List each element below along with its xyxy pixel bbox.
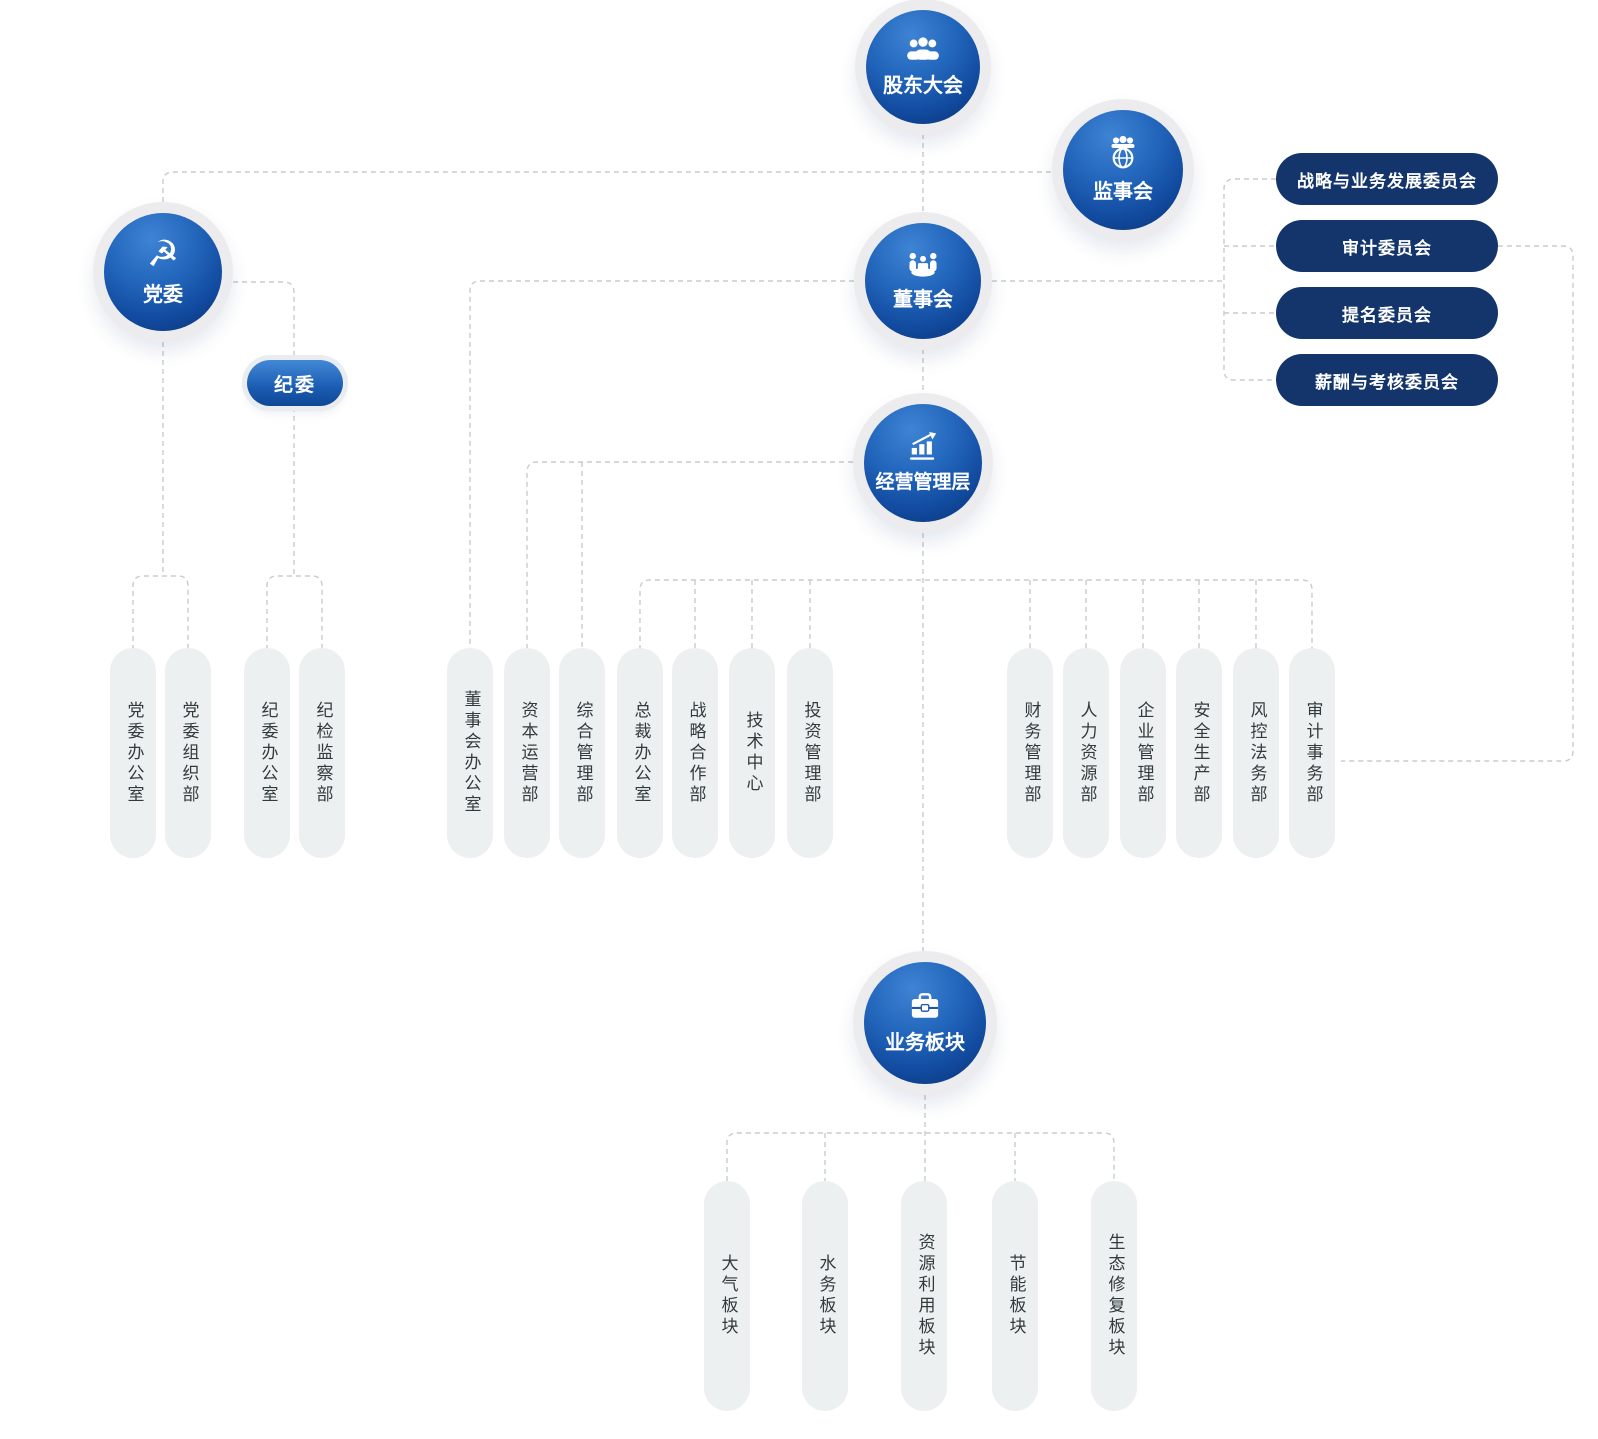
dept-pill-discipline-office: 纪委办公室 <box>244 648 290 858</box>
dept-label: 纪检监察部 <box>312 700 333 806</box>
segment-pill-energy-saving: 节能板块 <box>992 1181 1038 1411</box>
dept-label: 人力资源部 <box>1076 700 1097 806</box>
dept-pill-audit-affairs: 审计事务部 <box>1289 648 1335 858</box>
dept-pill-enterprise-management: 企业管理部 <box>1120 648 1166 858</box>
segment-pill-atmosphere: 大气板块 <box>704 1181 750 1411</box>
dept-pill-president-office: 总裁办公室 <box>617 648 663 858</box>
node-label: 业务板块 <box>885 1030 965 1054</box>
segment-pill-water: 水务板块 <box>802 1181 848 1411</box>
dept-label: 党委办公室 <box>123 700 144 806</box>
dept-pill-discipline-inspection: 纪检监察部 <box>299 648 345 858</box>
dept-label: 安全生产部 <box>1189 700 1210 806</box>
dept-label: 资本运营部 <box>517 700 538 806</box>
committee-label: 提名委员会 <box>1342 305 1432 326</box>
dept-pill-party-office: 党委办公室 <box>110 648 156 858</box>
dept-label: 纪委办公室 <box>257 700 278 806</box>
segment-label: 生态修复板块 <box>1104 1233 1125 1359</box>
dept-pill-safety-production: 安全生产部 <box>1176 648 1222 858</box>
dept-label: 审计事务部 <box>1302 700 1323 806</box>
briefcase-icon <box>911 993 939 1018</box>
node-supervisory-board: 监事会 <box>1052 99 1194 241</box>
meeting-table-icon <box>909 252 937 277</box>
dept-label: 投资管理部 <box>800 700 821 806</box>
dept-pill-risk-legal: 风控法务部 <box>1233 648 1279 858</box>
dept-pill-investment-management: 投资管理部 <box>787 648 833 858</box>
node-label: 纪委 <box>273 373 316 396</box>
node-label: 监事会 <box>1093 179 1153 203</box>
globe-people-icon <box>1111 136 1135 169</box>
dept-pill-board-office: 董事会办公室 <box>447 648 493 858</box>
committee-remuneration-appraisal: 薪酬与考核委员会 <box>1276 354 1498 406</box>
node-shareholders-meeting: 股东大会 <box>855 0 991 135</box>
committee-label: 战略与业务发展委员会 <box>1297 171 1477 192</box>
dept-pill-human-resources: 人力资源部 <box>1063 648 1109 858</box>
dept-label: 技术中心 <box>742 711 763 795</box>
dept-label: 风控法务部 <box>1246 700 1267 806</box>
dept-label: 总裁办公室 <box>630 700 651 806</box>
dept-pill-technology-center: 技术中心 <box>729 648 775 858</box>
dept-pill-capital-operation: 资本运营部 <box>504 648 550 858</box>
dept-label: 企业管理部 <box>1133 700 1154 806</box>
segment-pill-resource-utilization: 资源利用板块 <box>901 1181 947 1411</box>
dept-label: 财务管理部 <box>1020 700 1041 806</box>
node-label: 党委 <box>143 282 183 306</box>
segment-label: 节能板块 <box>1005 1254 1026 1338</box>
dept-label: 党委组织部 <box>178 700 199 806</box>
node-business-segments: 业务板块 <box>853 951 997 1095</box>
committee-audit: 审计委员会 <box>1276 220 1498 272</box>
dept-pill-general-management: 综合管理部 <box>559 648 605 858</box>
node-board-of-directors: 董事会 <box>854 212 992 350</box>
dept-pill-finance: 财务管理部 <box>1007 648 1053 858</box>
dept-pill-strategic-cooperation: 战略合作部 <box>672 648 718 858</box>
segment-label: 大气板块 <box>717 1254 738 1338</box>
node-discipline-committee: 纪委 <box>247 360 343 406</box>
dept-label: 董事会办公室 <box>460 690 481 816</box>
growth-chart-icon <box>909 432 937 460</box>
dept-pill-party-organization: 党委组织部 <box>165 648 211 858</box>
node-label: 股东大会 <box>883 73 963 97</box>
committee-label: 审计委员会 <box>1342 238 1432 259</box>
node-management-team: 经营管理层 <box>853 393 993 533</box>
hammer-sickle-icon: ☭ <box>146 234 180 275</box>
committee-strategy-business-development: 战略与业务发展委员会 <box>1276 153 1498 205</box>
dept-label: 综合管理部 <box>572 700 593 806</box>
node-party-committee: ☭ 党委 <box>93 202 233 342</box>
segment-label: 水务板块 <box>815 1254 836 1338</box>
people-group-icon <box>907 37 939 60</box>
committee-label: 薪酬与考核委员会 <box>1315 372 1459 393</box>
segment-pill-ecological-restoration: 生态修复板块 <box>1091 1181 1137 1411</box>
node-label: 董事会 <box>893 287 953 311</box>
segment-label: 资源利用板块 <box>914 1233 935 1359</box>
node-label: 经营管理层 <box>875 471 971 493</box>
dept-label: 战略合作部 <box>685 700 706 806</box>
committee-nomination: 提名委员会 <box>1276 287 1498 339</box>
